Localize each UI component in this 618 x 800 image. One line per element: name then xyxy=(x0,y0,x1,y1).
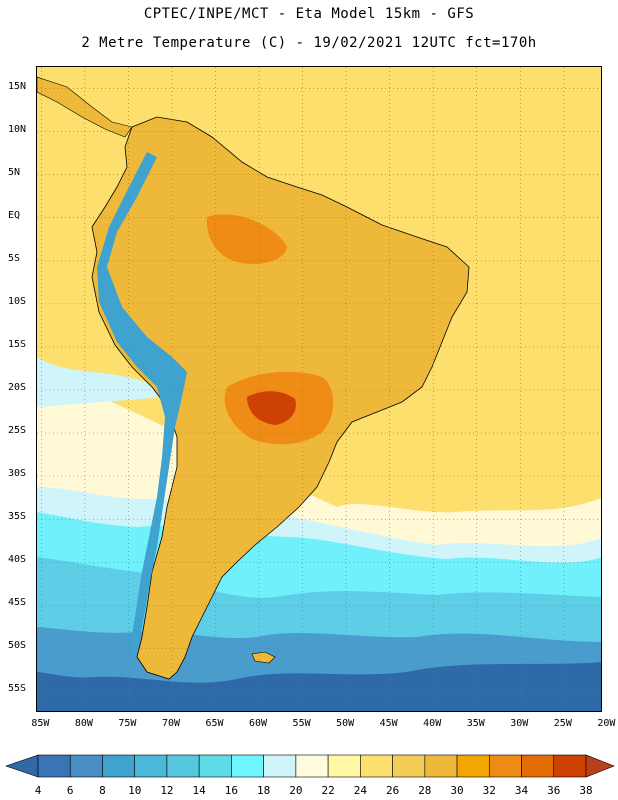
colorbar-tick-label: 12 xyxy=(160,784,174,797)
map-title: CPTEC/INPE/MCT - Eta Model 15km - GFS xyxy=(143,6,475,22)
colorbar-swatch xyxy=(360,754,393,778)
colorbar-swatch xyxy=(198,754,232,778)
falkland-islands xyxy=(251,651,276,664)
ocean-cold-layer xyxy=(37,662,601,711)
central-america-land xyxy=(37,76,133,138)
map-panel[interactable] xyxy=(36,66,602,712)
colorbar-tick-label: 6 xyxy=(66,784,74,797)
colorbar-tick-label: 32 xyxy=(482,784,496,797)
longitude-label: 30W xyxy=(510,718,529,729)
longitude-label: 70W xyxy=(161,718,180,729)
longitude-label: 45W xyxy=(379,718,398,729)
longitude-label: 60W xyxy=(249,718,268,729)
colorbar-tick-label: 14 xyxy=(192,784,206,797)
latitude-label: 55S xyxy=(8,683,27,695)
colorbar xyxy=(5,754,615,778)
latitude-label: 45S xyxy=(8,597,27,609)
colorbar-swatch xyxy=(263,754,297,778)
longitude-label: 55W xyxy=(292,718,311,729)
colorbar-swatch xyxy=(102,754,136,778)
latitude-label: 15N xyxy=(8,80,27,92)
longitude-label: 50W xyxy=(336,718,355,729)
colorbar-tick-label: 22 xyxy=(321,784,335,797)
latitude-label: 10N xyxy=(8,123,27,135)
colorbar-swatch xyxy=(424,754,458,778)
colorbar-swatch xyxy=(166,754,200,778)
longitude-label: 20W xyxy=(597,718,616,729)
latitude-label: 5N xyxy=(8,166,21,178)
colorbar-tick-label: 20 xyxy=(289,784,303,797)
latitude-label: 35S xyxy=(8,511,27,523)
colorbar-tick-label: 4 xyxy=(34,784,42,797)
longitude-label: 25W xyxy=(553,718,572,729)
colorbar-swatch xyxy=(69,754,103,778)
colorbar-swatch xyxy=(488,754,522,778)
colorbar-tick-label: 24 xyxy=(353,784,367,797)
colorbar-swatch xyxy=(231,754,264,778)
latitude-label: 10S xyxy=(8,295,27,307)
colorbar-tick-label: 34 xyxy=(514,784,529,797)
map-subtitle: 2 Metre Temperature (C) - 19/02/2021 12U… xyxy=(81,35,537,51)
latitude-label: 5S xyxy=(8,252,21,264)
longitude-label: 35W xyxy=(466,718,485,729)
colorbar-low-arrow xyxy=(5,754,39,778)
colorbar-tick-label: 30 xyxy=(450,784,464,797)
latitude-label: EQ xyxy=(8,209,21,221)
longitude-label: 75W xyxy=(118,718,137,729)
colorbar-tick-label: 36 xyxy=(547,784,561,797)
colorbar-tick-label: 38 xyxy=(579,784,593,797)
colorbar-tick-label: 18 xyxy=(257,784,271,797)
north-warm-zone xyxy=(206,214,287,264)
colorbar-swatches xyxy=(5,754,615,778)
colorbar-high-arrow xyxy=(585,754,615,778)
andes-cold-strip xyxy=(97,152,187,657)
colorbar-swatch xyxy=(295,754,329,778)
colorbar-swatch xyxy=(521,754,555,778)
latitude-label: 40S xyxy=(8,554,27,566)
colorbar-swatch xyxy=(327,754,361,778)
colorbar-swatch xyxy=(553,754,587,778)
temperature-map[interactable] xyxy=(37,67,602,712)
colorbar-tick-label: 10 xyxy=(128,784,142,797)
latitude-label: 30S xyxy=(8,468,27,480)
colorbar-tick-label: 26 xyxy=(385,784,400,797)
latitude-label: 15S xyxy=(8,338,27,350)
longitude-label: 40W xyxy=(423,718,442,729)
latitude-label: 25S xyxy=(8,425,27,437)
latitude-label: 20S xyxy=(8,382,27,393)
longitude-label: 85W xyxy=(31,718,50,729)
longitude-label: 80W xyxy=(74,718,93,729)
longitude-label: 65W xyxy=(205,718,224,729)
colorbar-swatch xyxy=(134,754,168,778)
colorbar-tick-label: 28 xyxy=(418,784,432,797)
colorbar-tick-label: 8 xyxy=(99,784,106,797)
colorbar-swatch xyxy=(456,754,490,778)
latitude-label: 50S xyxy=(8,640,27,652)
colorbar-swatch xyxy=(392,754,426,778)
colorbar-swatch xyxy=(37,754,71,778)
colorbar-tick-label: 16 xyxy=(224,784,239,797)
